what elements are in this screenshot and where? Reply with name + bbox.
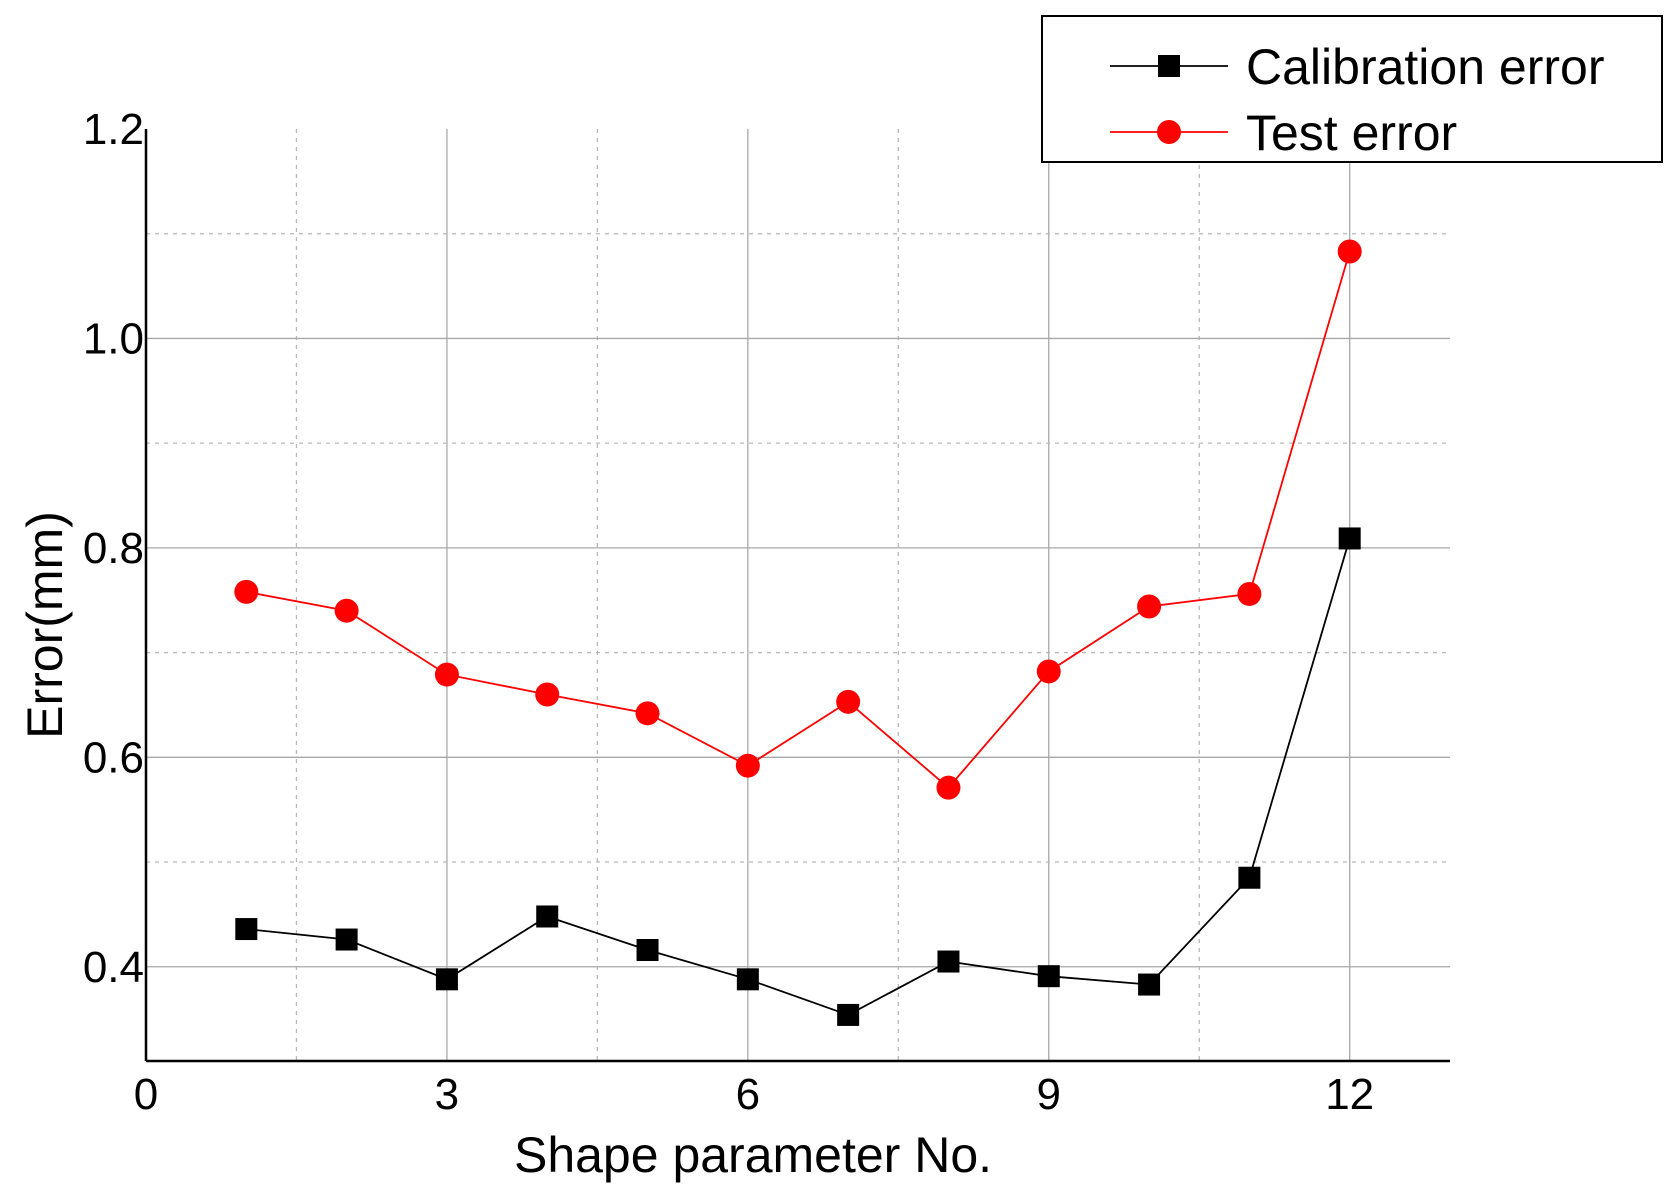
data-point-circle — [1036, 659, 1061, 684]
data-point-square — [536, 905, 559, 928]
data-point-circle — [535, 682, 560, 707]
x-tick-label: 9 — [1037, 1070, 1061, 1119]
y-tick-label: 0.6 — [83, 733, 144, 782]
legend-marker-circle — [1157, 120, 1181, 144]
y-tick-label: 0.4 — [83, 943, 144, 992]
data-point-square — [1338, 527, 1361, 550]
legend-label: Calibration error — [1246, 39, 1604, 95]
x-tick-label: 6 — [736, 1070, 760, 1119]
data-point-circle — [836, 689, 861, 714]
legend-marker-square — [1158, 55, 1180, 77]
x-tick-label: 3 — [435, 1070, 459, 1119]
x-tick-label: 12 — [1325, 1070, 1374, 1119]
grid — [146, 129, 1450, 1061]
legend-label: Test error — [1246, 105, 1457, 161]
data-point-circle — [1237, 581, 1262, 606]
data-point-circle — [635, 701, 660, 726]
data-point-circle — [434, 662, 459, 687]
legend-box — [1041, 15, 1663, 163]
y-tick-label: 0.8 — [83, 524, 144, 573]
series-line-2 — [246, 251, 1351, 789]
data-point-square — [1238, 866, 1261, 889]
data-point-square — [937, 950, 960, 973]
axes — [144, 129, 1450, 1063]
legend: Calibration error Test error — [1041, 15, 1663, 163]
data-point-square — [837, 1003, 860, 1026]
data-point-square — [335, 928, 358, 951]
data-point-circle — [735, 753, 760, 778]
data-point-square — [1138, 973, 1161, 996]
y-axis-title: Error(mm) — [17, 511, 73, 739]
data-point-circle — [1137, 594, 1162, 619]
series-line-1 — [246, 538, 1351, 1016]
data-point-square — [636, 938, 659, 961]
data-point-circle — [234, 579, 259, 604]
data-point-square — [435, 968, 458, 991]
data-point-circle — [1337, 239, 1362, 264]
data-point-square — [1037, 965, 1060, 988]
data-point-circle — [334, 598, 359, 623]
data-point-circle — [936, 775, 961, 800]
data-point-square — [235, 918, 258, 941]
x-axis-title: Shape parameter No. — [514, 1127, 992, 1183]
data-point-square — [736, 968, 759, 991]
series-layer — [234, 239, 1362, 1026]
y-tick-label: 1.0 — [83, 314, 144, 363]
y-tick-label: 1.2 — [83, 105, 144, 154]
x-tick-label: 0 — [134, 1070, 158, 1119]
tick-labels: 0 3 6 9 12 0.4 0.6 0.8 1.0 1.2 — [83, 105, 1374, 1119]
